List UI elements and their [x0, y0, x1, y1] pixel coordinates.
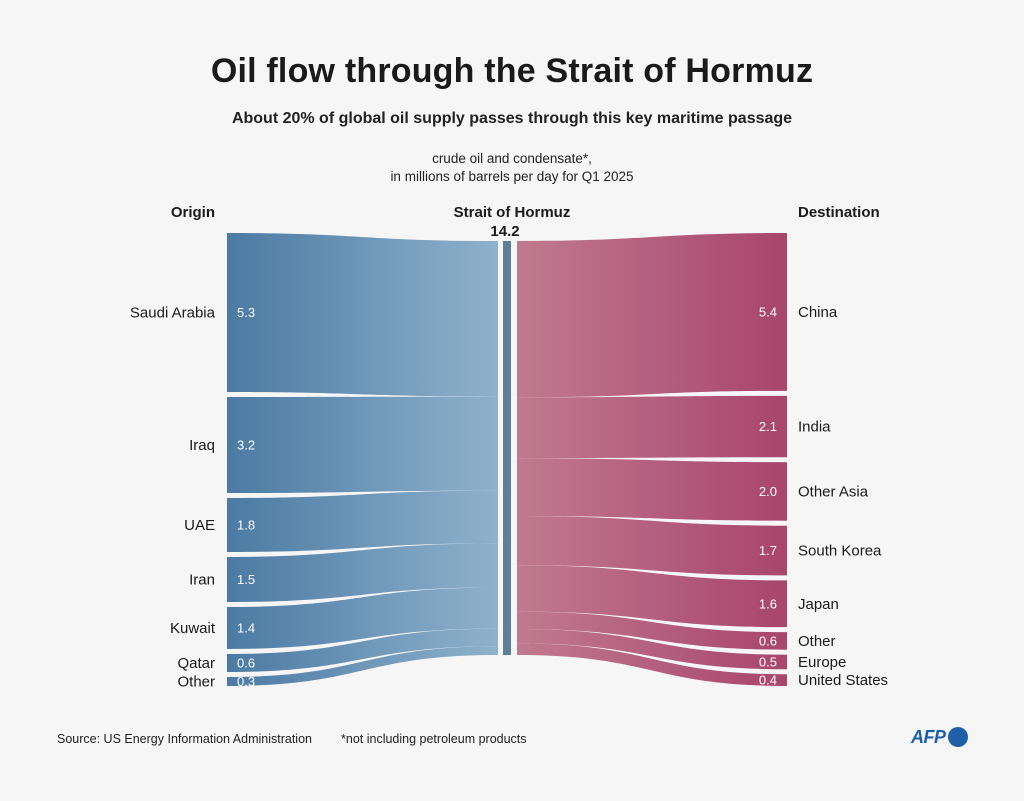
origin-flow-0: [227, 233, 498, 397]
destination-flow-6: [517, 628, 787, 670]
flow-labels: Saudi Arabia 5.3 Iraq 3.2 UAE 1.8 Iran 1.5 Kuwai…: [130, 304, 888, 691]
destination-flow-1: [517, 395, 787, 459]
units-line-1: crude oil and condensate*,: [432, 151, 592, 166]
footnote: *not including petroleum products: [341, 732, 527, 746]
origin-value-label: 1.4: [237, 621, 255, 636]
origin-name-label: Kuwait: [170, 620, 216, 637]
destination-value-label: 2.1: [759, 419, 777, 434]
destination-value-label: 2.0: [759, 484, 777, 499]
destination-name-label: India: [798, 419, 831, 436]
destination-flow-2: [517, 458, 787, 521]
destination-flow-4: [517, 565, 787, 628]
destination-name-label: South Korea: [798, 543, 882, 560]
destination-value-label: 0.5: [759, 655, 777, 670]
origin-flows: [227, 233, 498, 686]
chart-title: Oil flow through the Strait of Hormuz: [210, 52, 814, 90]
logo-dot: [947, 727, 968, 747]
destination-value-label: 0.4: [759, 673, 777, 688]
destination-flow-5: [517, 611, 787, 650]
destination-name-label: United States: [798, 672, 888, 689]
origin-name-label: Other: [177, 674, 215, 691]
chart-subtitle: About 20% of global oil supply passes th…: [231, 110, 793, 127]
units-line-2: in millions of barrels per day for Q1 20…: [390, 169, 634, 184]
source-note: Source: US Energy Information Administra…: [57, 732, 312, 746]
destination-flows: [517, 233, 787, 686]
origin-value-label: 1.8: [237, 518, 255, 533]
destination-name-label: Other: [798, 633, 836, 650]
destination-value-label: 1.7: [759, 543, 777, 558]
origin-name-label: Saudi Arabia: [130, 305, 216, 322]
origin-name-label: Qatar: [177, 655, 215, 672]
destination-flow-3: [517, 516, 787, 576]
origin-flow-6: [227, 646, 498, 686]
destination-name-label: Other Asia: [798, 483, 869, 500]
origin-name-label: Iran: [189, 572, 215, 589]
origin-flow-1: [227, 396, 498, 493]
destination-value-label: 5.4: [759, 304, 777, 319]
logo-text: AFP: [911, 726, 946, 747]
units-note: crude oil and condensate*, in millions o…: [0, 150, 1024, 186]
destination-name-label: Japan: [798, 596, 839, 613]
destination-name-label: Europe: [798, 654, 846, 671]
origin-value-label: 5.3: [237, 305, 255, 320]
origin-name-label: UAE: [184, 517, 215, 534]
strait-bar: [503, 241, 511, 655]
origin-heading: Origin: [171, 204, 215, 221]
afp-logo: AFP: [911, 724, 968, 750]
origin-value-label: 1.5: [237, 572, 255, 587]
destination-name-label: China: [798, 304, 838, 321]
destination-flow-7: [517, 643, 787, 686]
origin-value-label: 3.2: [237, 438, 255, 453]
origin-value-label: 0.3: [237, 674, 255, 689]
strait-total: 14.2: [490, 223, 519, 240]
origin-flow-4: [227, 587, 498, 649]
destination-value-label: 0.6: [759, 633, 777, 648]
destination-heading: Destination: [798, 204, 880, 221]
destination-flow-0: [517, 233, 787, 398]
origin-flow-3: [227, 543, 498, 602]
origin-flow-5: [227, 628, 498, 672]
origin-value-label: 0.6: [237, 656, 255, 671]
origin-name-label: Iraq: [189, 437, 215, 454]
strait-heading: Strait of Hormuz: [454, 204, 571, 221]
origin-flow-2: [227, 490, 498, 552]
destination-value-label: 1.6: [759, 596, 777, 611]
